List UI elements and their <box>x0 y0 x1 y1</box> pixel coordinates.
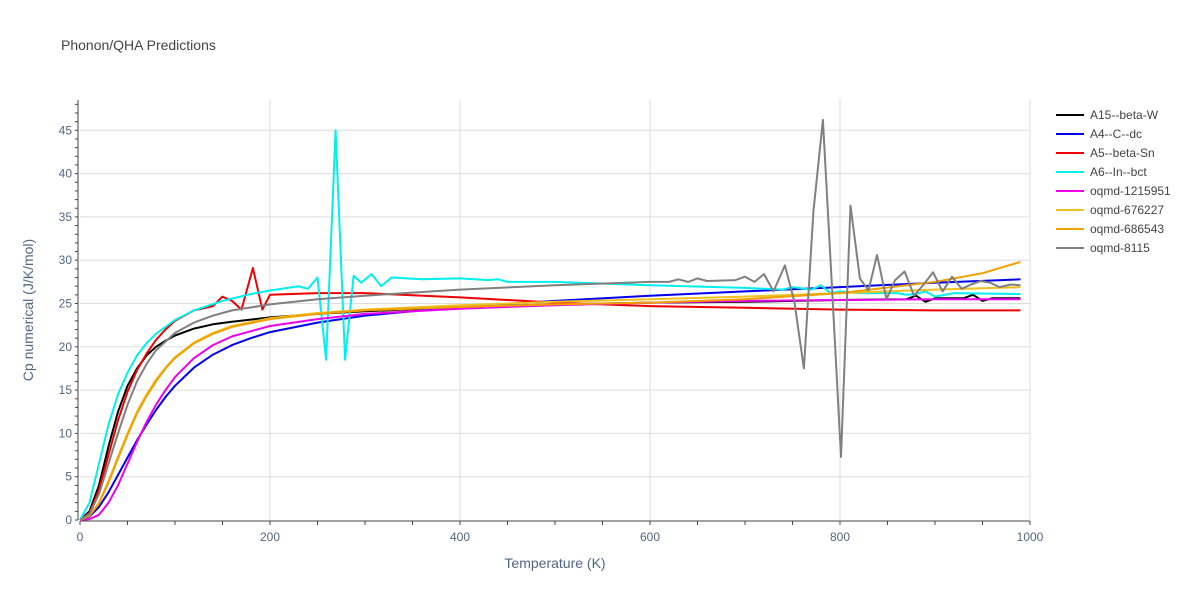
y-tick-label: 45 <box>59 123 73 137</box>
x-tick-label: 600 <box>640 530 660 544</box>
legend-label: A15--beta-W <box>1090 108 1159 122</box>
data-series <box>79 118 1021 521</box>
axes: 0 200 400 600 800 1000 0 5 10 15 20 25 30 35 40 45 <box>59 100 1044 544</box>
x-axis-title: Temperature (K) <box>504 555 605 571</box>
y-tick-label: 30 <box>59 253 73 267</box>
y-tick-label: 20 <box>59 340 73 354</box>
series-line-oqmd-8115[interactable] <box>79 118 1021 521</box>
y-tick-label: 35 <box>59 210 73 224</box>
legend-item[interactable]: A6--In--bct <box>1056 165 1147 179</box>
x-tick-label: 0 <box>77 530 84 544</box>
y-tick-label: 10 <box>59 426 73 440</box>
legend-label: A4--C--dc <box>1090 127 1142 141</box>
legend-label: oqmd-1215951 <box>1090 184 1171 198</box>
chart-title: Phonon/QHA Predictions <box>61 37 216 53</box>
legend-label: A5--beta-Sn <box>1090 146 1155 160</box>
x-tick-label: 200 <box>260 530 280 544</box>
legend-item[interactable]: A15--beta-W <box>1056 108 1159 122</box>
y-tick-label: 0 <box>65 513 72 527</box>
y-axis-title: Cp numerical (J/K/mol) <box>20 239 36 381</box>
series-line-oqmd-686543[interactable] <box>79 260 1021 521</box>
x-tick-label: 1000 <box>1017 530 1044 544</box>
legend[interactable]: A15--beta-W A4--C--dc A5--beta-Sn A6--In--b… <box>1056 108 1171 255</box>
legend-item[interactable]: oqmd-676227 <box>1056 203 1164 217</box>
x-tick-label: 400 <box>450 530 470 544</box>
y-tick-label: 25 <box>59 297 73 311</box>
y-tick-label: 15 <box>59 383 73 397</box>
legend-item[interactable]: oqmd-686543 <box>1056 222 1164 236</box>
legend-label: oqmd-8115 <box>1090 241 1150 255</box>
legend-item[interactable]: oqmd-8115 <box>1056 241 1150 255</box>
legend-item[interactable]: A5--beta-Sn <box>1056 146 1155 160</box>
y-tick-label: 40 <box>59 167 73 181</box>
x-tick-label: 800 <box>830 530 850 544</box>
legend-item[interactable]: A4--C--dc <box>1056 127 1142 141</box>
series-line-a4-c-dc[interactable] <box>79 278 1021 521</box>
legend-item[interactable]: oqmd-1215951 <box>1056 184 1171 198</box>
legend-label: A6--In--bct <box>1090 165 1147 179</box>
legend-label: oqmd-686543 <box>1090 222 1164 236</box>
legend-label: oqmd-676227 <box>1090 203 1164 217</box>
y-tick-label: 5 <box>65 470 72 484</box>
